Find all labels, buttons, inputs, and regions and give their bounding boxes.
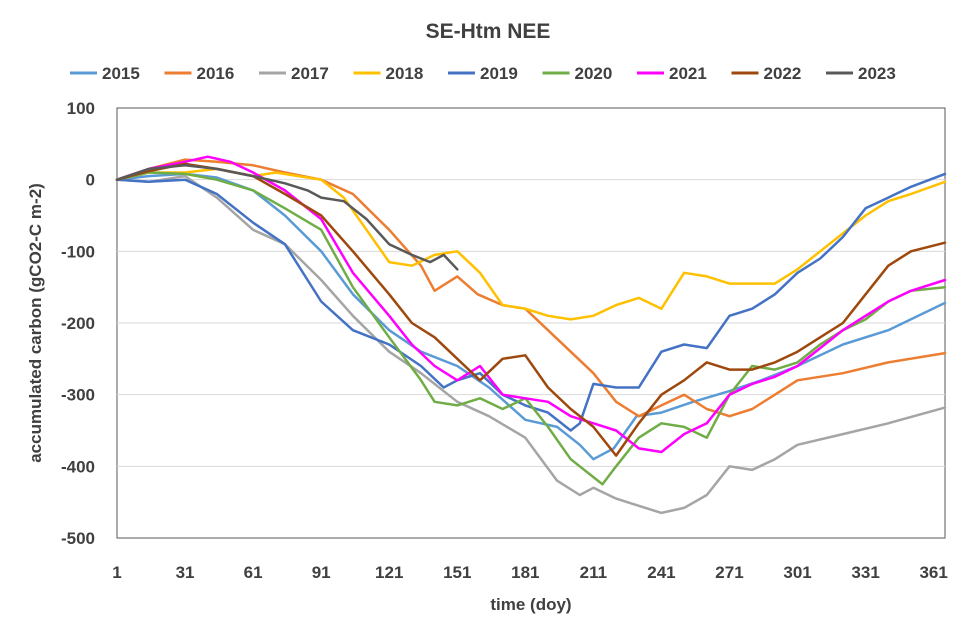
legend-label-2017: 2017 [291, 64, 329, 83]
y-tick-label: -500 [61, 529, 95, 548]
x-tick-label: 241 [647, 563, 675, 582]
y-tick-label: -200 [61, 314, 95, 333]
y-tick-label: -300 [61, 386, 95, 405]
series-lines [115, 155, 947, 515]
series-line-2022 [115, 162, 947, 457]
gridlines [117, 179, 945, 467]
legend-label-2018: 2018 [386, 64, 424, 83]
y-tick-label: 100 [67, 99, 95, 118]
x-tick-label: 1 [112, 563, 121, 582]
legend-label-2021: 2021 [669, 64, 707, 83]
x-tick-label: 301 [783, 563, 811, 582]
series-line-2023 [115, 164, 459, 271]
x-tick-label: 181 [511, 563, 539, 582]
legend-label-2016: 2016 [197, 64, 235, 83]
series-line-2019 [115, 172, 947, 432]
y-tick-label: -100 [61, 242, 95, 261]
x-axis-ticks: 1 31 61 91 121 151 181 211 241 271 301 331 361 [112, 563, 948, 582]
y-tick-label: 0 [86, 171, 95, 190]
x-tick-label: 211 [580, 563, 607, 582]
x-tick-label: 61 [244, 563, 263, 582]
y-tick-label: -400 [61, 457, 95, 476]
series-line-2018 [115, 167, 947, 321]
x-tick-label: 31 [176, 563, 195, 582]
legend: 2015 2016 2017 2018 2019 2020 2021 2022 2023 [70, 64, 896, 83]
x-axis-label: time (doy) [490, 595, 571, 614]
series-line-2021 [115, 155, 947, 454]
x-tick-label: 151 [443, 563, 471, 582]
x-tick-label: 271 [715, 563, 743, 582]
legend-label-2022: 2022 [764, 64, 802, 83]
legend-label-2023: 2023 [858, 64, 896, 83]
legend-label-2019: 2019 [480, 64, 518, 83]
legend-label-2015: 2015 [102, 64, 140, 83]
x-tick-label: 331 [851, 563, 879, 582]
chart-title: SE-Htm NEE [426, 20, 551, 43]
series-line-2017 [115, 174, 947, 515]
y-axis-ticks: 100 0 -100 -200 -300 -400 -500 [61, 99, 95, 548]
legend-label-2020: 2020 [575, 64, 613, 83]
y-axis-label: accumulated carbon (gCO2-C m-2) [26, 183, 45, 463]
series-line-2016 [115, 158, 947, 418]
series-line-2015 [115, 172, 947, 461]
series-line-2020 [115, 171, 947, 486]
x-tick-label: 91 [312, 563, 331, 582]
x-tick-label: 361 [919, 563, 947, 582]
x-tick-label: 121 [375, 563, 403, 582]
